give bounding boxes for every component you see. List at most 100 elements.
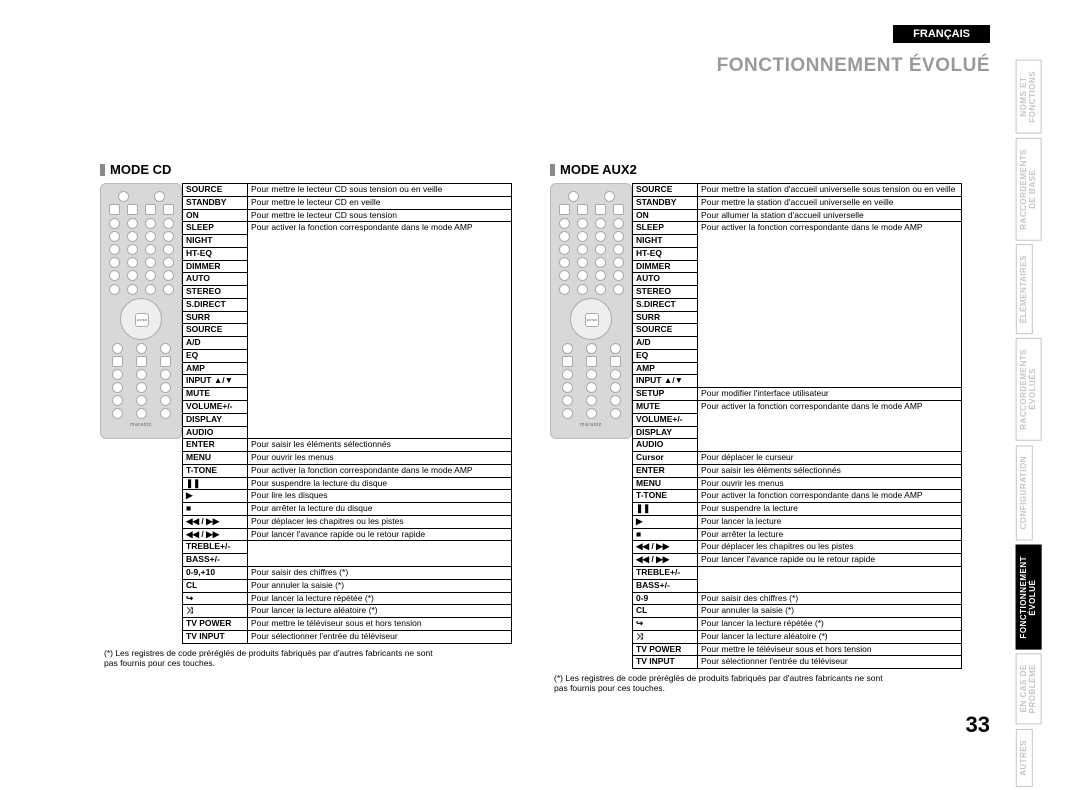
table-row: ⤨Pour lancer la lecture aléatoire (*) xyxy=(183,605,512,618)
table-key: TV POWER xyxy=(633,643,698,656)
table-key: ENTER xyxy=(633,464,698,477)
table-key: ↪ xyxy=(183,592,248,605)
table-value: Pour lancer l'avance rapide ou le retour… xyxy=(698,554,962,567)
table-row: 0-9Pour saisir des chiffres (*) xyxy=(633,592,962,605)
table-row: ▶Pour lire les disques xyxy=(183,490,512,503)
table-row: TV POWERPour mettre le téléviseur sous e… xyxy=(183,618,512,631)
side-tab[interactable]: ÉLÉMENTAIRES xyxy=(1016,244,1033,334)
remote-illustration-aux2: ENTERmarantz xyxy=(550,183,632,439)
table-key: TV POWER xyxy=(183,618,248,631)
table-value: Pour mettre le lecteur CD sous tension o… xyxy=(248,184,512,197)
manual-page: FRANÇAIS FONCTIONNEMENT ÉVOLUÉ MODE CD E… xyxy=(0,0,1080,763)
table-key: EQ xyxy=(633,349,698,362)
table-key: AUDIO xyxy=(183,426,248,439)
table-key: SURR xyxy=(183,311,248,324)
table-key: MUTE xyxy=(633,401,698,414)
table-row: ⤨Pour lancer la lecture aléatoire (*) xyxy=(633,630,962,643)
side-tab[interactable]: RACCORDEMENTS ÉVOLUÉS xyxy=(1016,338,1042,441)
table-value: Pour suspendre la lecture xyxy=(698,503,962,516)
table-row: STANDBYPour mettre le lecteur CD en veil… xyxy=(183,196,512,209)
mode-aux2-column: MODE AUX2 ENTERmarantz SOURCEPour mettre… xyxy=(550,162,970,693)
table-value: Pour activer la fonction correspondante … xyxy=(698,222,962,388)
table-value: Pour lancer l'avance rapide ou le retour… xyxy=(248,528,512,541)
table-row: ◀◀ / ▶▶Pour déplacer les chapitres ou le… xyxy=(633,541,962,554)
table-key: ❚❚ xyxy=(633,503,698,516)
table-value: Pour mettre le lecteur CD en veille xyxy=(248,196,512,209)
table-key: HT-EQ xyxy=(633,247,698,260)
side-tab[interactable]: CONFIGURATION xyxy=(1016,445,1033,540)
table-key: MENU xyxy=(633,477,698,490)
table-key: ON xyxy=(183,209,248,222)
table-key: ↪ xyxy=(633,618,698,631)
table-row: MENUPour ouvrir les menus xyxy=(633,477,962,490)
table-key: SURR xyxy=(633,311,698,324)
table-row: CursorPour déplacer le curseur xyxy=(633,452,962,465)
remote-illustration-cd: ENTERmarantz xyxy=(100,183,182,439)
side-tab[interactable]: NOMS ET FONCTIONS xyxy=(1016,60,1042,134)
table-value: Pour lancer la lecture xyxy=(698,515,962,528)
table-key: AUDIO xyxy=(633,439,698,452)
table-key: MENU xyxy=(183,452,248,465)
table-value: Pour mettre la station d'accueil univers… xyxy=(698,196,962,209)
table-value: Pour arrêter la lecture du disque xyxy=(248,503,512,516)
language-tab: FRANÇAIS xyxy=(893,25,990,43)
table-value: Pour activer la fonction correspondante … xyxy=(248,464,512,477)
table-key: ■ xyxy=(183,503,248,516)
table-key: S.DIRECT xyxy=(633,298,698,311)
table-value: Pour déplacer les chapitres ou les piste… xyxy=(248,515,512,528)
table-row: ONPour allumer la station d'accueil univ… xyxy=(633,209,962,222)
table-key: T-TONE xyxy=(633,490,698,503)
table-value: Pour lancer la lecture aléatoire (*) xyxy=(698,630,962,643)
mode-cd-heading-text: MODE CD xyxy=(110,162,171,177)
table-key: A/D xyxy=(183,337,248,350)
side-tab[interactable]: AUTRES xyxy=(1016,729,1033,787)
side-tab[interactable]: FONCTIONNEMENT ÉVOLUÉ xyxy=(1016,545,1042,650)
table-row: T-TONEPour activer la fonction correspon… xyxy=(183,464,512,477)
table-key: CL xyxy=(633,605,698,618)
table-key: AMP xyxy=(183,362,248,375)
table-key: ◀◀ / ▶▶ xyxy=(183,515,248,528)
table-value: Pour lancer la lecture aléatoire (*) xyxy=(248,605,512,618)
table-value: Pour mettre la station d'accueil univers… xyxy=(698,184,962,197)
table-value xyxy=(248,541,512,567)
table-key: NIGHT xyxy=(633,235,698,248)
table-key: SETUP xyxy=(633,388,698,401)
table-key: NIGHT xyxy=(183,235,248,248)
table-key: CL xyxy=(183,579,248,592)
table-value: Pour sélectionner l'entrée du téléviseur xyxy=(698,656,962,669)
table-key: ❚❚ xyxy=(183,477,248,490)
table-key: ENTER xyxy=(183,439,248,452)
table-key: MUTE xyxy=(183,388,248,401)
table-row: SOURCEPour mettre le lecteur CD sous ten… xyxy=(183,184,512,197)
table-key: TV INPUT xyxy=(633,656,698,669)
table-value: Pour activer la fonction correspondante … xyxy=(698,490,962,503)
table-key: TREBLE+/- xyxy=(633,566,698,579)
table-row: ◀◀ / ▶▶Pour lancer l'avance rapide ou le… xyxy=(633,554,962,567)
table-key: INPUT ▲/▼ xyxy=(633,375,698,388)
table-key: AMP xyxy=(633,362,698,375)
table-key: BASS+/- xyxy=(633,579,698,592)
table-key: DISPLAY xyxy=(183,413,248,426)
table-key: ◀◀ / ▶▶ xyxy=(633,541,698,554)
table-key: DIMMER xyxy=(633,260,698,273)
table-row: ◀◀ / ▶▶Pour lancer l'avance rapide ou le… xyxy=(183,528,512,541)
table-key: 0-9 xyxy=(633,592,698,605)
table-row: ENTERPour saisir les éléments sélectionn… xyxy=(633,464,962,477)
side-tab[interactable]: EN CAS DE PROBLÈME xyxy=(1016,653,1042,724)
table-key: STANDBY xyxy=(633,196,698,209)
table-key: ⤨ xyxy=(183,605,248,618)
table-key: A/D xyxy=(633,337,698,350)
table-key: DISPLAY xyxy=(633,426,698,439)
table-key: ON xyxy=(633,209,698,222)
table-key: TV INPUT xyxy=(183,630,248,643)
heading-bar-icon xyxy=(550,164,555,176)
table-key: SOURCE xyxy=(633,324,698,337)
table-key: ▶ xyxy=(183,490,248,503)
page-number: 33 xyxy=(966,712,990,738)
table-value: Pour lancer la lecture répétée (*) xyxy=(698,618,962,631)
table-value: Pour suspendre la lecture du disque xyxy=(248,477,512,490)
table-value: Pour lancer la lecture répétée (*) xyxy=(248,592,512,605)
table-key: VOLUME+/- xyxy=(183,401,248,414)
side-tab[interactable]: RACCORDEMENTS DE BASE xyxy=(1016,138,1042,241)
table-key: ■ xyxy=(633,528,698,541)
